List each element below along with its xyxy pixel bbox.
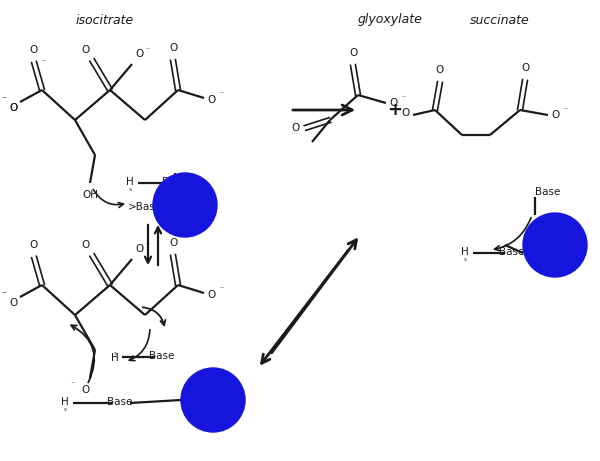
Text: O: O	[436, 65, 444, 75]
Text: OH: OH	[82, 190, 98, 200]
Text: O: O	[30, 45, 38, 55]
Text: E: E	[188, 198, 198, 212]
Text: O: O	[521, 63, 529, 73]
Text: ⁻: ⁻	[146, 241, 150, 249]
Text: Base: Base	[499, 247, 524, 257]
Text: succinate: succinate	[470, 13, 530, 26]
Circle shape	[181, 368, 245, 432]
Text: H: H	[126, 177, 134, 187]
Text: O: O	[136, 244, 144, 254]
Text: O: O	[82, 240, 90, 250]
Circle shape	[153, 173, 217, 237]
Text: Base: Base	[149, 351, 175, 361]
Text: O: O	[136, 49, 144, 59]
Text: Base: Base	[107, 397, 133, 407]
Text: >Base: >Base	[128, 202, 162, 212]
Text: O: O	[208, 95, 216, 105]
Text: ₛ: ₛ	[113, 348, 116, 356]
Text: E: E	[558, 238, 568, 252]
Text: O: O	[552, 110, 560, 120]
Text: Base: Base	[535, 187, 560, 197]
Text: H: H	[61, 397, 69, 407]
Text: E: E	[216, 393, 226, 407]
Text: O: O	[82, 45, 90, 55]
Text: O: O	[390, 98, 398, 108]
Text: O: O	[10, 298, 18, 308]
Text: ··: ··	[542, 236, 548, 246]
Text: H: H	[461, 247, 469, 257]
Text: O: O	[10, 103, 18, 113]
Text: O: O	[30, 240, 38, 250]
Text: O: O	[169, 238, 177, 248]
Text: ··: ··	[200, 391, 206, 401]
Circle shape	[523, 213, 587, 277]
Text: ⁻: ⁻	[564, 106, 568, 114]
Text: ⁻: ⁻	[395, 102, 399, 112]
Text: ⁻: ⁻	[220, 89, 224, 99]
Text: O: O	[291, 123, 299, 133]
Text: glyoxylate: glyoxylate	[358, 13, 422, 26]
Text: isocitrate: isocitrate	[76, 13, 134, 26]
Text: O: O	[208, 290, 216, 300]
Text: ₛ: ₛ	[64, 403, 67, 413]
Text: O: O	[81, 385, 89, 395]
Text: H: H	[111, 353, 119, 363]
Text: ⁻: ⁻	[220, 284, 224, 294]
Text: ⁻: ⁻	[71, 379, 75, 389]
Text: ⁻: ⁻	[1, 290, 7, 300]
Text: Base: Base	[163, 177, 188, 187]
Text: O: O	[349, 48, 357, 58]
Text: ··: ··	[172, 196, 178, 206]
Text: O: O	[10, 103, 18, 113]
Text: O: O	[401, 108, 409, 118]
Text: ⁻: ⁻	[1, 95, 7, 105]
Text: ₛ: ₛ	[463, 254, 467, 262]
Text: ⁻: ⁻	[42, 58, 46, 66]
Text: O: O	[169, 43, 177, 53]
Text: ⁻: ⁻	[402, 94, 406, 102]
Text: ₛ: ₛ	[128, 183, 131, 193]
Text: ⁻: ⁻	[146, 46, 150, 54]
Text: +: +	[388, 101, 403, 119]
